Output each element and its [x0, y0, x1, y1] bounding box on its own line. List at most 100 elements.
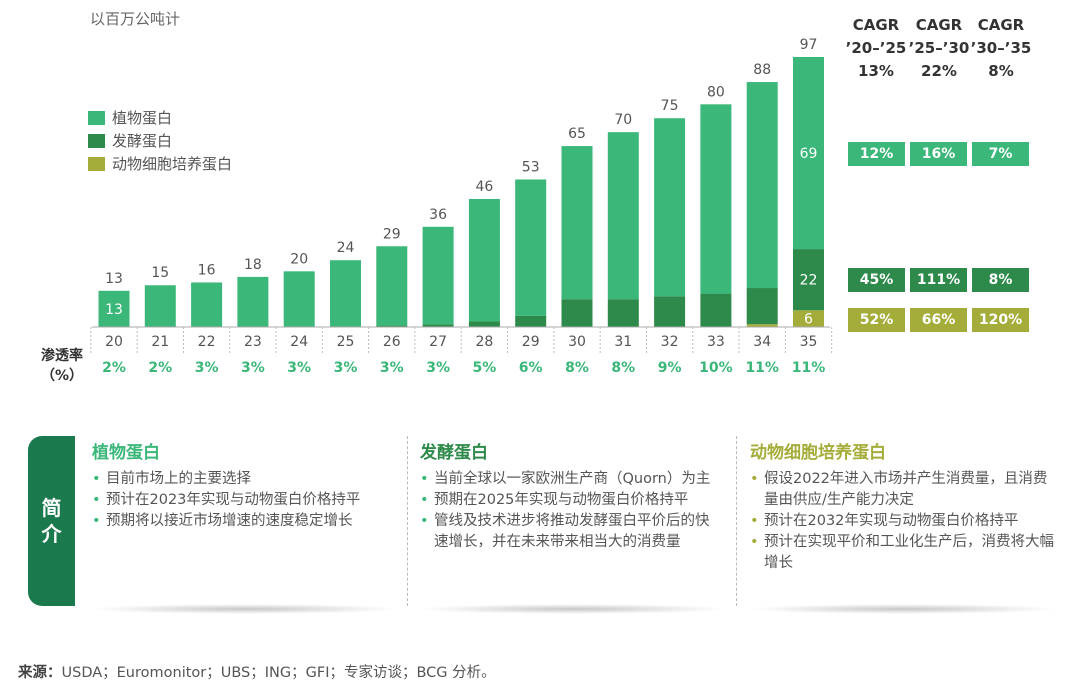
bar-segment: [700, 293, 732, 327]
x-tick-label: 22: [198, 334, 216, 350]
cagr-plant-25-30: 16%: [910, 142, 967, 166]
x-tick-label: 33: [707, 334, 725, 350]
list-item: 管线及技术进步将推动发酵蛋白平价后的快速增长，并在未来带来相当大的消费量: [420, 511, 720, 553]
bar-total-label: 29: [383, 226, 401, 242]
cagr-header-title: CAGR: [915, 16, 963, 34]
penetration-value: 5%: [473, 360, 497, 376]
segment-value-label: 22: [800, 273, 818, 289]
cagr-plant-30-35: 7%: [972, 142, 1029, 166]
bar-total-label: 75: [661, 98, 679, 114]
cagr-header-total: 8%: [988, 62, 1014, 80]
intro-title-fermentation: 发酵蛋白: [420, 443, 488, 463]
cagr-header-title: CAGR: [852, 16, 900, 34]
cagr-cell-20-25: 52%: [848, 308, 905, 332]
bar-segment: [561, 299, 593, 327]
column-shadow: [418, 604, 728, 614]
cagr-header-30-35: CAGR ’30–’35 8%: [969, 14, 1033, 83]
column-divider: [407, 436, 408, 606]
bar-total-label: 36: [429, 207, 447, 223]
bar-segment: [237, 276, 269, 327]
segment-value-label: 69: [800, 146, 818, 162]
penetration-value: 11%: [792, 360, 826, 376]
penetration-value: 3%: [241, 360, 265, 376]
penetration-value: 3%: [195, 360, 219, 376]
list-item: 预计在2032年实现与动物蛋白价格持平: [750, 511, 1055, 532]
bar-total-label: 80: [707, 84, 725, 100]
bar-segment: [468, 198, 500, 322]
segment-value-label: 13: [105, 302, 123, 318]
x-tick-label: 34: [753, 334, 771, 350]
bar-segment: [376, 325, 408, 327]
x-tick-label: 27: [429, 334, 447, 350]
cagr-header-25-30: CAGR ’25–’30 22%: [907, 14, 971, 83]
penetration-value: 10%: [699, 360, 733, 376]
source-text: USDA；Euromonitor；UBS；ING；GFI；专家访谈；BCG 分析…: [61, 665, 496, 681]
bar-segment: [330, 260, 361, 327]
bar-segment: [607, 132, 639, 300]
column-divider: [736, 436, 737, 606]
penetration-label: 渗透率（%）: [40, 348, 84, 384]
bar-segment: [468, 321, 500, 327]
penetration-value: 8%: [565, 360, 589, 376]
penetration-value: 9%: [658, 360, 682, 376]
x-tick-label: 23: [244, 334, 262, 350]
bar-segment: [98, 290, 130, 327]
bar-segment: [654, 296, 686, 327]
unit-label: 以百万公吨计: [90, 10, 181, 28]
list-item: 预计在实现平价和工业化生产后，消费将大幅增长: [750, 532, 1055, 574]
bar-segment: [746, 324, 778, 327]
bar-segment: [793, 310, 824, 327]
bar-segment: [654, 118, 686, 297]
bar-total-label: 15: [151, 265, 169, 281]
stacked-bar-chart: 13 20 2% 15 21 2% 16 22 3% 18 23 3% 20 24 3% 24 25 3% 29 26…: [90, 37, 833, 376]
legend-item-cell: 动物细胞培养蛋白: [88, 152, 232, 175]
cagr-header-period: ’20–’25: [845, 39, 907, 57]
intro-column-plant: 植物蛋白 目前市场上的主要选择 预计在2023年实现与动物蛋白价格持平 预期将以…: [92, 438, 397, 532]
penetration-value: 3%: [287, 360, 311, 376]
bar-total-label: 97: [800, 37, 818, 53]
bar-segment: [793, 57, 824, 250]
list-item: 预期将以接近市场增速的速度稳定增长: [92, 511, 397, 532]
column-shadow: [748, 604, 1058, 614]
legend-swatch-cell: [88, 156, 105, 171]
x-tick-label: 26: [383, 334, 401, 350]
penetration-value: 6%: [519, 360, 543, 376]
bar-segment: [144, 285, 176, 327]
segment-value-label: 6: [804, 312, 813, 328]
penetration-value: 3%: [426, 360, 450, 376]
intro-column-fermentation: 发酵蛋白 当前全球以一家欧洲生产商（Quorn）为主 预期在2025年实现与动物…: [420, 438, 720, 553]
bar-total-label: 24: [337, 240, 355, 256]
column-shadow: [90, 604, 400, 614]
bar-total-label: 70: [614, 112, 632, 128]
intro-title-plant: 植物蛋白: [92, 443, 160, 463]
intro-column-cell: 动物细胞培养蛋白 假设2022年进入市场并产生消费量，且消费量由供应/生产能力决…: [750, 438, 1055, 574]
bar-segment: [793, 249, 824, 311]
cagr-header-period: ’30–’35: [970, 39, 1032, 57]
intro-list-cell: 假设2022年进入市场并产生消费量，且消费量由供应/生产能力决定 预计在2032…: [750, 469, 1055, 574]
penetration-value: 11%: [745, 360, 779, 376]
legend-label-fermentation: 发酵蛋白: [112, 132, 173, 150]
bar-total-label: 46: [475, 179, 493, 195]
x-tick-label: 29: [522, 334, 540, 350]
cagr-plant-20-25: 12%: [848, 142, 905, 166]
bar-segment: [607, 299, 639, 327]
source-label: 来源：: [18, 665, 62, 681]
legend-item-plant: 植物蛋白: [88, 106, 232, 129]
legend-label-plant: 植物蛋白: [112, 109, 173, 127]
penetration-value: 8%: [611, 360, 635, 376]
legend-item-fermentation: 发酵蛋白: [88, 129, 232, 152]
cagr-cell-25-30: 66%: [910, 308, 967, 332]
x-tick-label: 28: [475, 334, 493, 350]
x-tick-label: 24: [290, 334, 308, 350]
bar-segment: [191, 282, 223, 327]
x-tick-label: 21: [151, 334, 169, 350]
cagr-header-20-25: CAGR ’20–’25 13%: [844, 14, 908, 83]
legend-swatch-plant: [88, 110, 105, 125]
legend-label-cell: 动物细胞培养蛋白: [112, 155, 233, 173]
bar-segment: [515, 179, 547, 316]
x-tick-label: 30: [568, 334, 586, 350]
bar-total-label: 20: [290, 251, 308, 267]
intro-tab-label: 简介: [41, 496, 62, 546]
cagr-cell-30-35: 120%: [972, 308, 1029, 332]
cagr-fermentation-30-35: 8%: [972, 268, 1029, 292]
